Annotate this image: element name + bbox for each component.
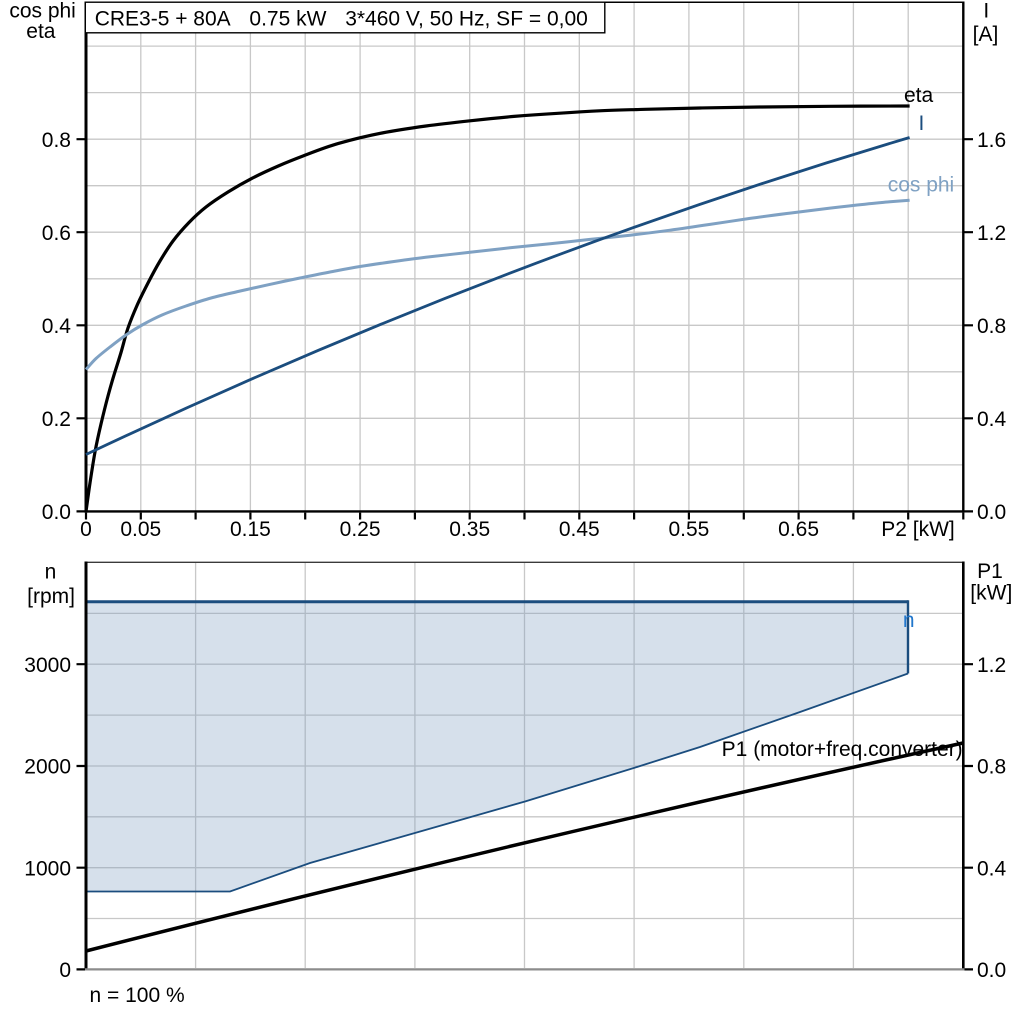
svg-text:P1 (motor+freq.converter): P1 (motor+freq.converter) [722, 738, 963, 761]
svg-text:P2 [kW]: P2 [kW] [881, 518, 955, 541]
svg-text:1000: 1000 [24, 857, 71, 880]
svg-text:0: 0 [59, 959, 71, 982]
svg-text:n: n [45, 561, 57, 584]
svg-text:n: n [903, 609, 915, 632]
svg-text:eta: eta [26, 20, 56, 43]
svg-text:0.35: 0.35 [449, 518, 490, 541]
svg-text:n = 100 %: n = 100 % [90, 984, 185, 1007]
svg-text:0.15: 0.15 [230, 518, 271, 541]
svg-text:P1: P1 [977, 560, 1003, 583]
svg-text:CRE3-5 + 80A: CRE3-5 + 80A [95, 7, 231, 30]
svg-text:I: I [983, 0, 989, 22]
svg-text:0.2: 0.2 [42, 408, 71, 431]
svg-text:0.4: 0.4 [977, 408, 1007, 431]
svg-text:[A]: [A] [973, 23, 999, 46]
svg-text:0.45: 0.45 [559, 518, 600, 541]
svg-text:0.6: 0.6 [42, 222, 71, 245]
svg-text:3000: 3000 [24, 654, 71, 677]
svg-text:[rpm]: [rpm] [27, 585, 75, 608]
svg-text:I: I [919, 112, 925, 135]
svg-text:0.55: 0.55 [668, 518, 709, 541]
svg-text:1.2: 1.2 [977, 654, 1006, 677]
svg-text:3*460 V, 50 Hz, SF = 0,00: 3*460 V, 50 Hz, SF = 0,00 [345, 7, 588, 30]
svg-text:0.4: 0.4 [42, 315, 72, 338]
svg-text:1.6: 1.6 [977, 129, 1006, 152]
svg-text:0.05: 0.05 [120, 518, 161, 541]
svg-text:cos phi: cos phi [9, 0, 76, 23]
svg-text:cos phi: cos phi [888, 173, 955, 196]
svg-text:0.8: 0.8 [42, 129, 71, 152]
svg-text:eta: eta [904, 84, 934, 107]
svg-text:0.4: 0.4 [977, 857, 1007, 880]
svg-text:2000: 2000 [24, 756, 71, 779]
svg-text:1.2: 1.2 [977, 222, 1006, 245]
svg-text:0.8: 0.8 [977, 756, 1006, 779]
svg-text:0.75 kW: 0.75 kW [249, 7, 326, 30]
svg-text:0.0: 0.0 [977, 959, 1006, 982]
svg-text:0.0: 0.0 [977, 501, 1006, 524]
svg-text:0.25: 0.25 [340, 518, 381, 541]
svg-text:0.8: 0.8 [977, 315, 1006, 338]
svg-text:0.0: 0.0 [42, 501, 71, 524]
svg-text:[kW]: [kW] [970, 582, 1012, 605]
svg-text:0.65: 0.65 [778, 518, 819, 541]
svg-text:0: 0 [80, 518, 92, 541]
